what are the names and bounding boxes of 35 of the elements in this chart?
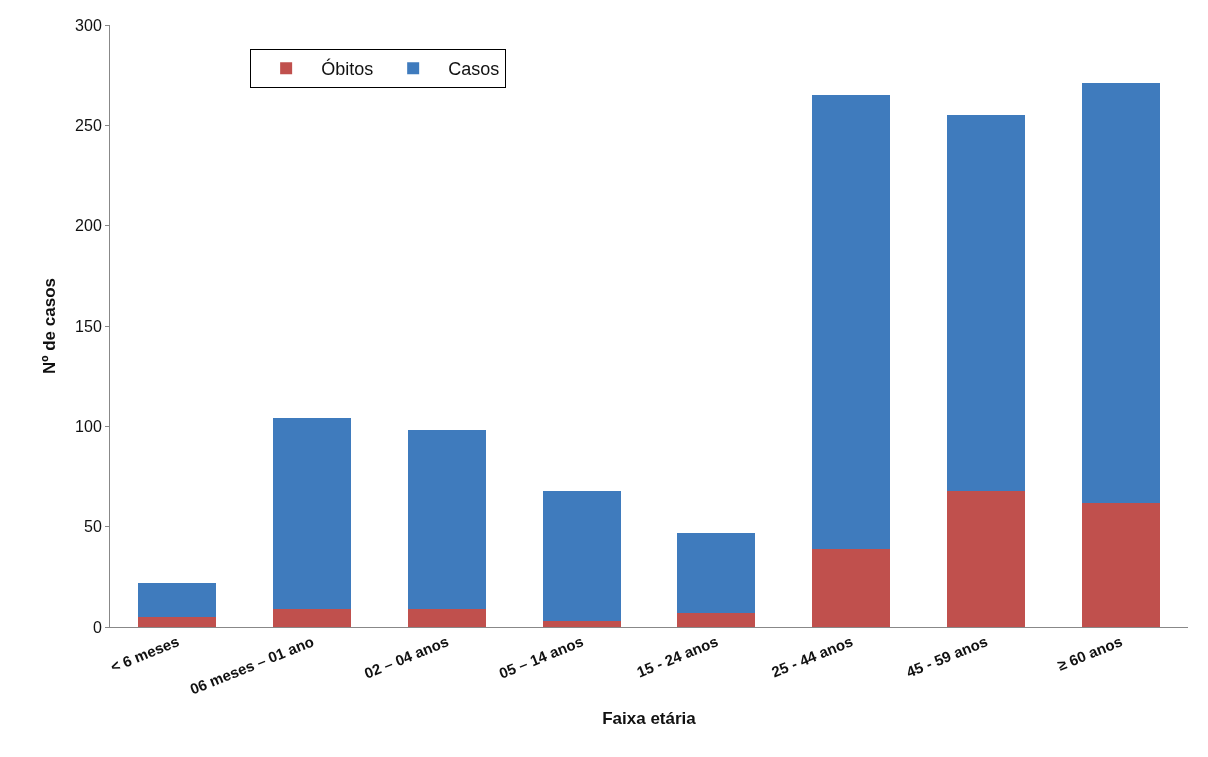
y-tick-label: 250 — [75, 116, 102, 134]
legend-label: Óbitos — [321, 58, 374, 80]
bar — [812, 548, 891, 627]
y-tick-label: 200 — [75, 217, 102, 235]
bar — [407, 608, 486, 627]
x-axis-title: Faixa etária — [602, 709, 697, 728]
bar — [273, 608, 352, 627]
x-tick-label: 15 - 24 anos — [634, 632, 721, 681]
x-tick-label: 25 - 44 anos — [769, 632, 856, 681]
y-tick-label: 0 — [92, 618, 102, 636]
legend-label: Casos — [448, 59, 500, 80]
bar — [542, 490, 621, 621]
bar — [812, 95, 891, 549]
y-tick-label: 100 — [75, 417, 102, 435]
x-tick-label: ≥ 60 anos — [1054, 632, 1125, 674]
bar — [677, 612, 756, 627]
y-axis-title: Nº de casos — [39, 278, 59, 374]
bar — [1081, 83, 1160, 503]
x-tick-label: 05 – 14 anos — [496, 632, 586, 682]
bar — [946, 115, 1025, 491]
y-tick-label: 150 — [75, 317, 102, 335]
bar — [946, 490, 1025, 627]
bar — [1081, 502, 1160, 627]
y-tick-label: 50 — [84, 518, 102, 536]
x-tick-label: 02 – 04 anos — [361, 632, 451, 682]
x-tick-label: 45 - 59 anos — [903, 632, 990, 681]
bar — [407, 430, 486, 609]
bar — [138, 582, 217, 617]
bar — [138, 616, 217, 627]
y-tick-label: 300 — [75, 16, 102, 34]
bar — [542, 620, 621, 627]
bar — [273, 418, 352, 609]
x-tick-label: 06 meses – 01 ano — [187, 632, 317, 698]
bar — [677, 532, 756, 613]
x-tick-label: < 6 meses — [108, 632, 182, 676]
